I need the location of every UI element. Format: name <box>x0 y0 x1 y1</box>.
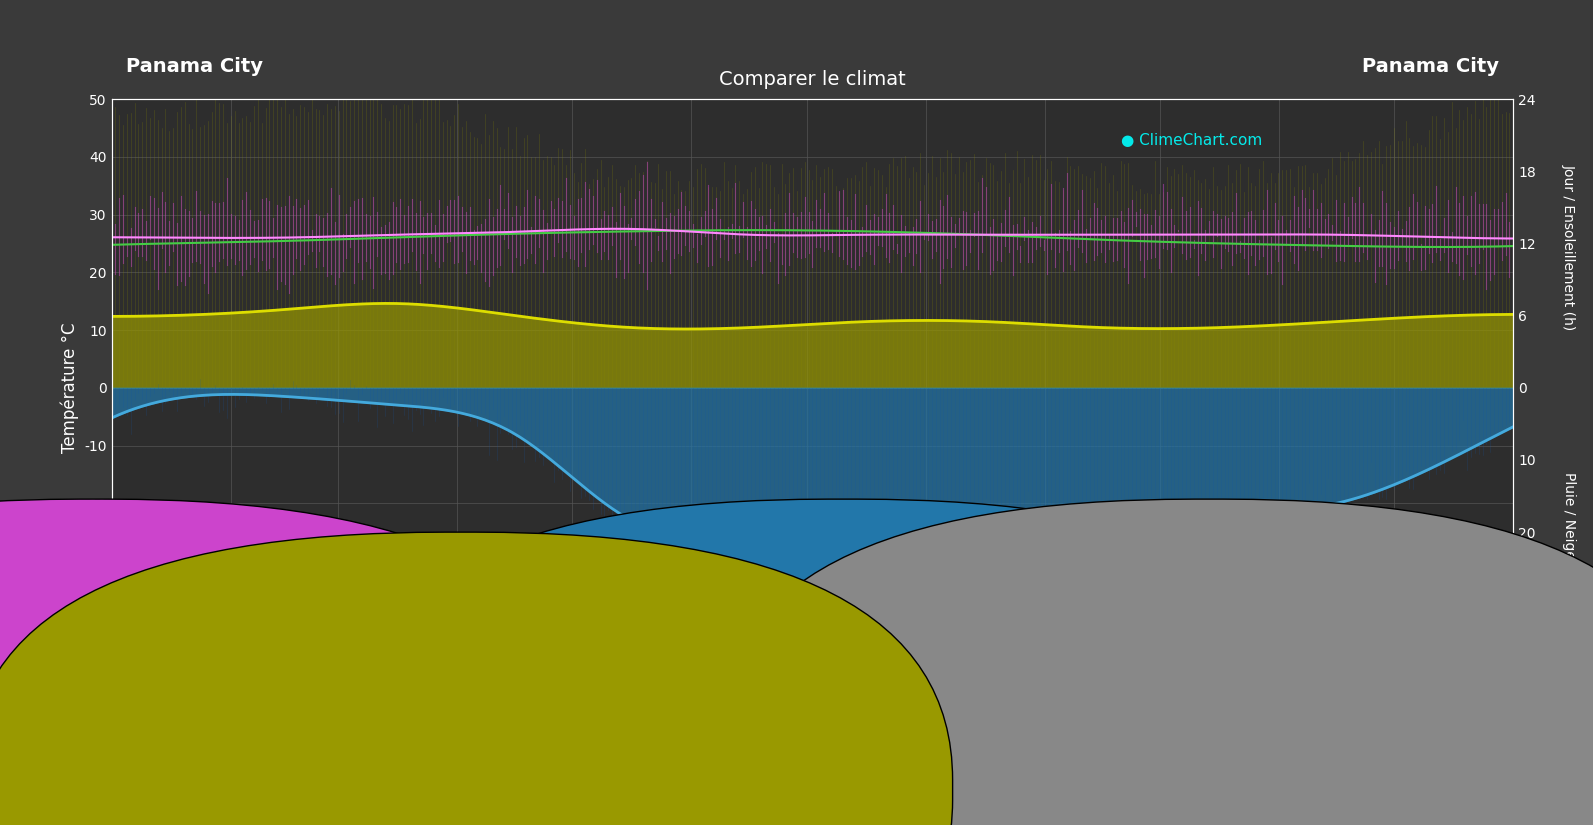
Text: Panama City: Panama City <box>126 57 263 76</box>
Text: Jour / Ensoleillement (h): Jour / Ensoleillement (h) <box>1563 164 1575 331</box>
Text: Pluie / Neige (mm): Pluie / Neige (mm) <box>1563 472 1575 601</box>
Text: Neige par jour: Neige par jour <box>1230 749 1319 762</box>
Text: © ClimeChart.com: © ClimeChart.com <box>1360 808 1466 818</box>
Text: Moyenne mensuelle: Moyenne mensuelle <box>1230 782 1356 795</box>
Text: Jour / Ensoleillement (h): Jour / Ensoleillement (h) <box>446 707 636 721</box>
Text: Pluie (mm): Pluie (mm) <box>828 707 914 721</box>
Text: Neige (mm): Neige (mm) <box>1195 707 1286 721</box>
Text: ● ClimeChart.com: ● ClimeChart.com <box>140 618 280 634</box>
Y-axis label: Température °C: Température °C <box>61 323 78 453</box>
Text: ● ClimeChart.com: ● ClimeChart.com <box>1121 133 1262 148</box>
Y-axis label: Jour / Ensoleillement (h): Jour / Ensoleillement (h) <box>1548 296 1564 479</box>
Text: Panama City: Panama City <box>1362 57 1499 76</box>
Text: Moyenne mensuelle: Moyenne mensuelle <box>863 782 989 795</box>
Text: Soleil par jour: Soleil par jour <box>481 782 567 795</box>
Text: Température °C: Température °C <box>80 706 202 721</box>
Text: Moyenne mensuelle d'ensoleillement: Moyenne mensuelle d'ensoleillement <box>481 815 714 825</box>
Text: Moyenne mensuelle: Moyenne mensuelle <box>115 782 241 795</box>
Text: Plage min / max par jour: Plage min / max par jour <box>115 749 269 762</box>
Title: Comparer le climat: Comparer le climat <box>718 70 906 89</box>
Text: Pluie par jour: Pluie par jour <box>863 749 946 762</box>
Text: Lumière du jour par jour: Lumière du jour par jour <box>481 749 632 762</box>
